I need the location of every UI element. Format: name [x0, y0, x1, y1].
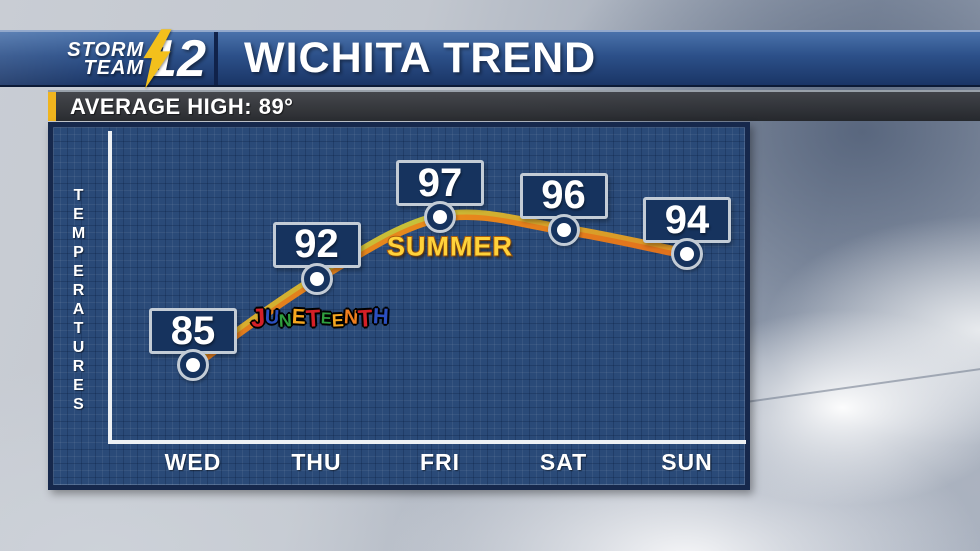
annotation-juneteenth: JUNETEENTH	[249, 302, 390, 333]
marker-dot	[556, 222, 571, 237]
chart-panel: TEMPERATURES JUNETEENTH SUMMER 85 92 97 96 94…	[48, 122, 750, 490]
juneteenth-letter: H	[372, 302, 390, 329]
header-bar: STORM TEAM 12 WICHITA TREND	[0, 28, 980, 89]
value-label-box: 94	[643, 197, 731, 244]
average-high-banner: AVERAGE HIGH: 89°	[48, 90, 980, 121]
data-point-marker	[177, 349, 209, 381]
x-axis-label: SUN	[661, 449, 713, 475]
logo-number: 12	[143, 28, 206, 89]
juneteenth-letter: E	[331, 310, 345, 331]
marker-dot	[680, 247, 694, 262]
x-axis-label: THU	[291, 449, 342, 475]
juneteenth-letter: T	[357, 305, 374, 333]
x-axis-label: FRI	[419, 449, 461, 475]
y-axis-label: TEMPERATURES	[70, 187, 87, 415]
y-axis-line	[108, 131, 112, 444]
juneteenth-letter: E	[320, 310, 333, 328]
accent-bar	[48, 92, 56, 121]
marker-dot	[309, 271, 324, 286]
contrail-line	[743, 366, 980, 404]
plot-area: TEMPERATURES JUNETEENTH SUMMER 85 92 97 96 94…	[53, 127, 746, 485]
logo-text: STORM TEAM	[67, 38, 145, 79]
marker-dot	[186, 358, 200, 372]
data-point-marker	[547, 213, 580, 246]
marker-dot	[433, 210, 447, 225]
value-label-box: 85	[149, 308, 237, 354]
juneteenth-letter: J	[249, 302, 266, 333]
data-point-marker	[300, 262, 333, 295]
annotation-summer: SUMMER	[386, 231, 513, 263]
x-axis-label: WED	[164, 449, 222, 475]
storm-team-logo: STORM TEAM 12	[0, 28, 218, 89]
juneteenth-letter: N	[343, 306, 359, 329]
x-axis-line	[108, 440, 746, 444]
data-point-marker	[671, 238, 703, 271]
value-label-box: 97	[396, 160, 484, 207]
value-label-box: 92	[272, 221, 361, 268]
logo-team-text: TEAM	[83, 56, 145, 79]
x-axis-label: SAT	[539, 449, 588, 475]
value-label-box: 96	[519, 172, 608, 219]
page-title: WICHITA TREND	[244, 34, 597, 82]
juneteenth-letter: T	[305, 305, 322, 333]
data-point-marker	[424, 201, 456, 234]
lightning-bolt-icon	[143, 28, 172, 89]
average-high-label: AVERAGE HIGH: 89°	[70, 93, 294, 119]
logo-storm-text: STORM	[67, 38, 145, 61]
